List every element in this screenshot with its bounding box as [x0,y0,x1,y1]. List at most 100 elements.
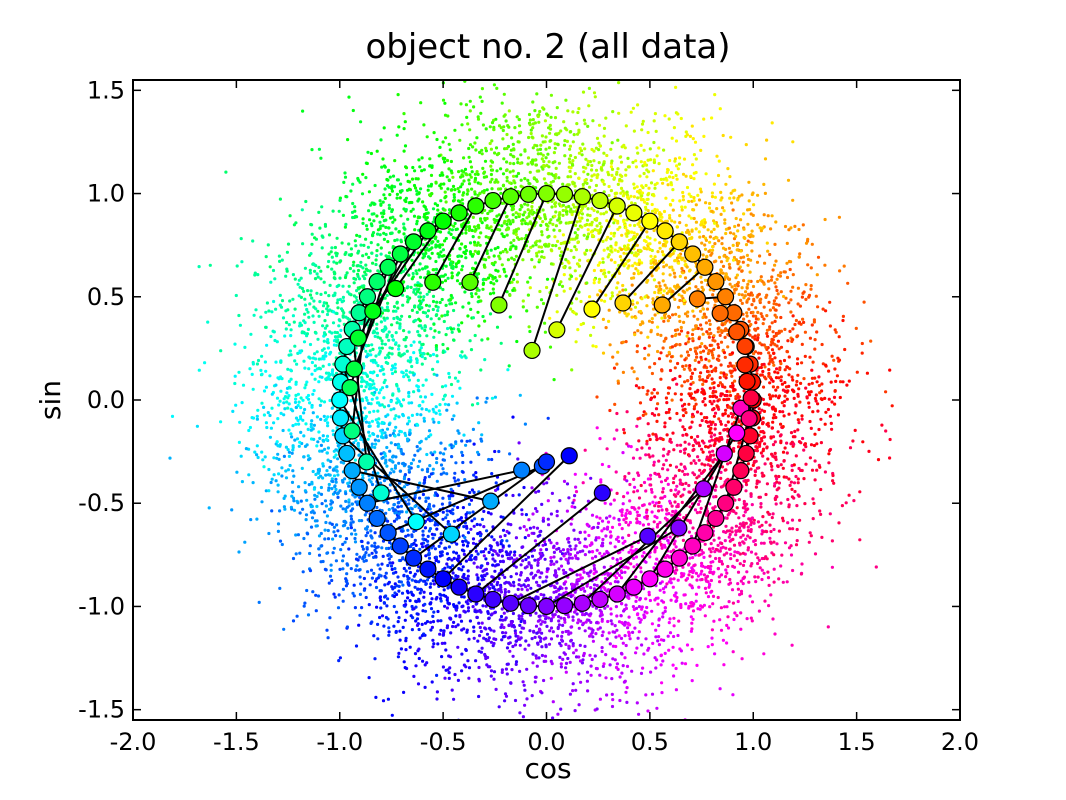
cloud-point [768,397,773,401]
cloud-point [797,255,801,259]
cloud-point [589,620,593,625]
cloud-point [759,365,764,370]
cloud-point [282,413,286,417]
cloud-point [650,391,654,395]
cloud-point [308,569,313,573]
cloud-point [239,237,243,241]
cloud-point [526,249,531,254]
cloud-point [267,467,271,472]
cloud-point [686,472,690,476]
cloud-point [308,551,312,556]
cloud-point [661,587,666,591]
cloud-point [285,391,289,395]
cloud-point [807,405,811,409]
cloud-point [376,471,380,475]
cloud-point [777,396,781,400]
cloud-point [659,377,663,381]
cloud-point [390,713,394,717]
cloud-point [712,381,716,385]
cloud-point [457,329,461,333]
cloud-point [848,446,853,450]
cloud-point [405,173,409,177]
cloud-point [600,646,604,650]
cloud-point [497,705,501,709]
cloud-point [395,321,399,325]
cloud-point [725,605,729,609]
cloud-point [787,355,791,359]
cloud-point [505,672,509,676]
cloud-point [601,351,606,355]
cloud-point [684,364,688,368]
cloud-point [457,190,461,194]
cloud-point [481,604,485,608]
cloud-point [436,609,440,614]
cloud-point [678,298,682,303]
cloud-point [462,179,466,183]
cloud-point [393,464,398,468]
cloud-point [493,151,497,155]
cloud-point [768,252,772,257]
cloud-point [430,680,434,684]
cloud-point [737,441,741,445]
cloud-point [425,620,430,624]
cloud-point [594,538,598,542]
cloud-point [513,181,517,185]
cloud-point [335,465,339,469]
cloud-point [404,344,408,348]
cloud-point [479,219,483,223]
cloud-point [815,468,819,472]
cloud-point [416,449,420,453]
cloud-point [679,392,684,396]
cloud-point [334,534,338,538]
cloud-point [468,241,473,245]
cloud-point [386,301,390,305]
cloud-point [743,236,747,240]
cloud-point [481,123,485,127]
cloud-point [414,664,418,668]
cloud-point [301,570,305,574]
cloud-point [642,652,646,656]
cloud-point [287,323,291,327]
cloud-point [434,180,438,184]
cloud-point [398,638,402,642]
cloud-point [526,203,530,207]
cloud-point [280,466,284,470]
cloud-point [783,394,787,398]
cloud-point [699,323,703,327]
cloud-point [414,619,418,623]
cloud-point [421,200,425,204]
cloud-point [527,643,531,647]
cloud-point [445,606,449,610]
cloud-point [692,171,696,175]
cloud-point [504,274,508,278]
cloud-point [642,480,647,485]
cloud-point [507,590,511,594]
cloud-point [508,247,512,252]
cloud-point [268,413,272,418]
cloud-point [315,494,319,499]
cloud-point [609,297,613,301]
cloud-point [338,534,342,538]
cloud-point [650,510,654,514]
cloud-point [523,202,527,206]
cloud-point [595,426,599,430]
cloud-point [376,637,380,641]
cloud-point [347,242,351,246]
cloud-point [565,482,570,486]
cloud-point [571,140,575,144]
cloud-point [680,205,684,209]
cloud-point [578,541,582,545]
cloud-point [540,645,544,649]
cloud-point [728,532,732,537]
cloud-point [712,182,717,186]
cloud-point [502,625,506,630]
cloud-point [652,460,656,464]
cloud-point [733,224,737,229]
cloud-point [251,362,255,366]
cloud-point [756,351,761,355]
cloud-point [344,492,348,496]
cloud-point [641,385,645,390]
cloud-point [327,294,331,298]
cloud-point [573,494,577,498]
